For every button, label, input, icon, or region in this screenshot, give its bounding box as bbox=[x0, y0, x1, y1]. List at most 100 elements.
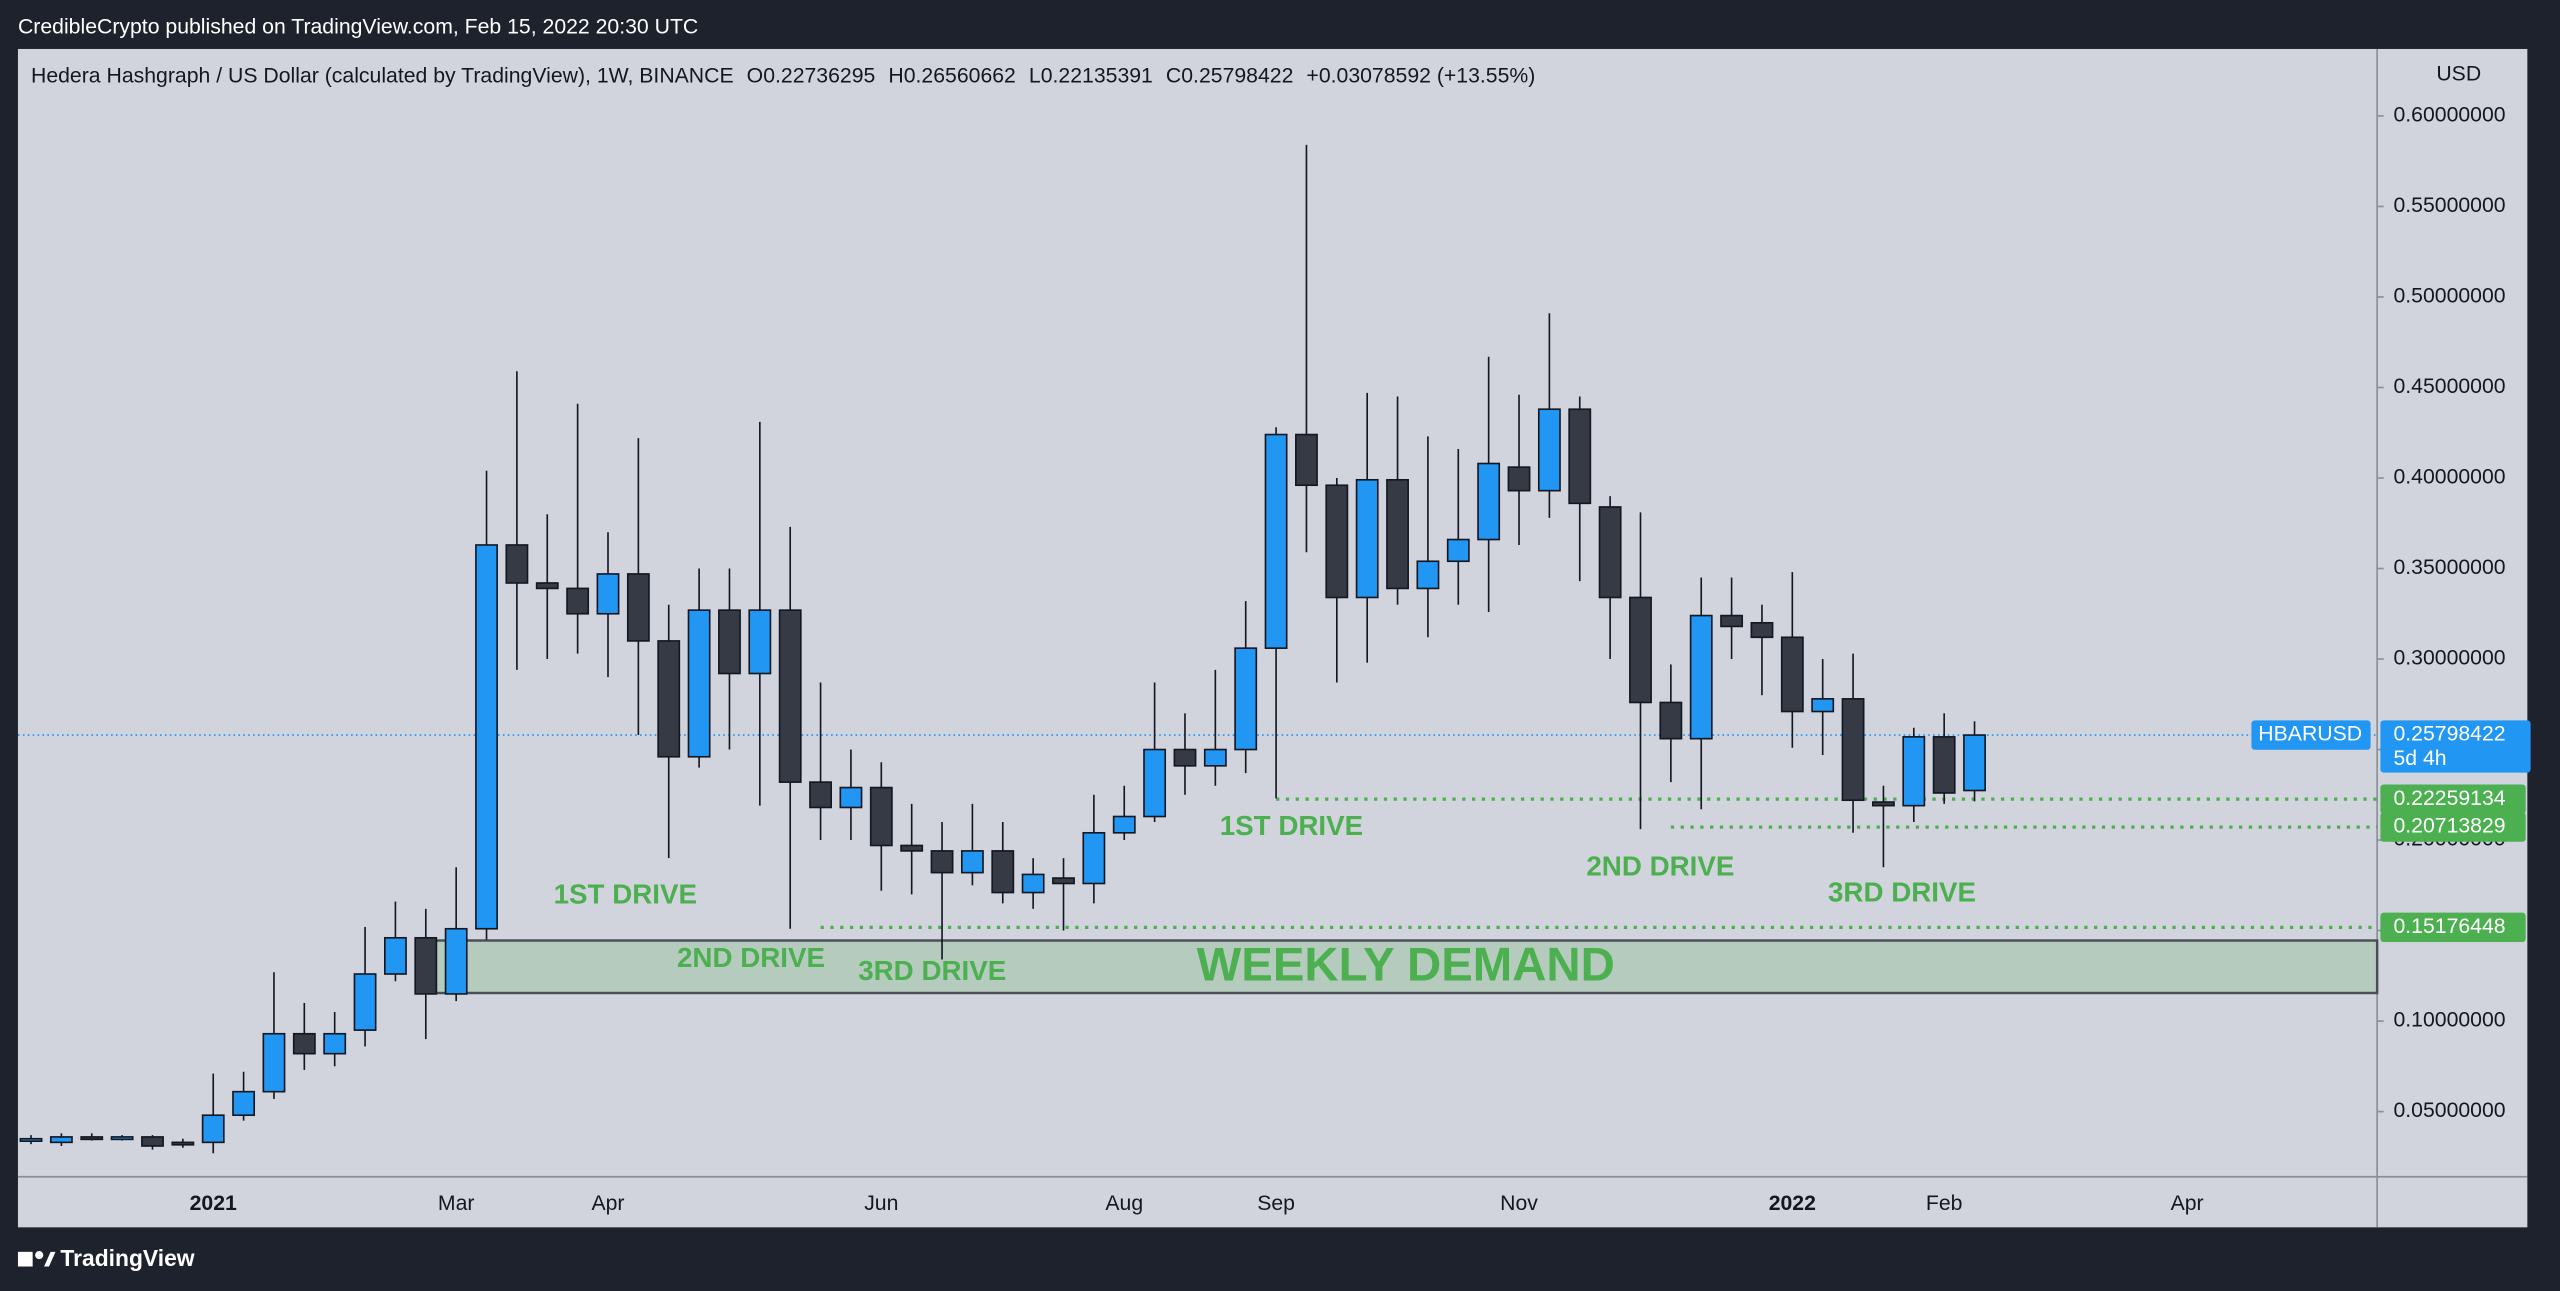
candle-body bbox=[809, 781, 833, 809]
annotation: 2ND DRIVE bbox=[677, 942, 825, 973]
x-tick-label: Mar bbox=[438, 1192, 475, 1215]
candle-body bbox=[1355, 478, 1379, 599]
candle-body bbox=[1203, 748, 1227, 767]
x-tick-label: Apr bbox=[2171, 1192, 2204, 1215]
candle-body bbox=[1386, 478, 1409, 590]
ohlc-value: 0.25798422 bbox=[1181, 64, 1293, 87]
candle-body bbox=[1325, 484, 1349, 599]
y-tick-label: 0.50000000 bbox=[2393, 285, 2505, 308]
ohlc-value: 0.22135391 bbox=[1041, 64, 1153, 87]
annotation: 3RD DRIVE bbox=[858, 955, 1006, 986]
symbol-legend: Hedera Hashgraph / US Dollar (calculated… bbox=[31, 64, 1535, 87]
annotation: 1ST DRIVE bbox=[554, 878, 697, 909]
candle-body bbox=[869, 786, 893, 847]
annotation: 3RD DRIVE bbox=[1828, 877, 1976, 908]
logo-mark bbox=[44, 1251, 56, 1267]
candle-body bbox=[292, 1032, 316, 1055]
candle-body bbox=[596, 573, 620, 615]
ohlc-key: L bbox=[1029, 64, 1041, 87]
annotation: 2ND DRIVE bbox=[1586, 851, 1734, 882]
ohlc-key: C bbox=[1166, 64, 1181, 87]
candle-body bbox=[626, 573, 650, 642]
candle-body bbox=[1021, 873, 1045, 894]
candle-body bbox=[778, 609, 802, 783]
candle-body bbox=[748, 609, 772, 675]
candle-body bbox=[475, 544, 498, 930]
candle-body bbox=[1780, 636, 1804, 713]
candle-body bbox=[80, 1136, 104, 1141]
candle-body bbox=[171, 1141, 195, 1146]
y-tick-label: 0.55000000 bbox=[2393, 194, 2505, 217]
x-tick-label: Sep bbox=[1257, 1192, 1295, 1215]
candle-body bbox=[201, 1114, 225, 1144]
candle-body bbox=[1446, 538, 1470, 563]
candle-body bbox=[535, 582, 559, 590]
candle-body bbox=[414, 936, 438, 995]
candle-body bbox=[991, 850, 1015, 894]
candle-body bbox=[1082, 831, 1106, 885]
level-badge bbox=[2380, 812, 2526, 842]
candle-body bbox=[1963, 734, 1986, 792]
level-label: 0.22259134 bbox=[2393, 787, 2505, 810]
published-line: CredibleCrypto published on TradingView.… bbox=[18, 15, 698, 38]
candle-body bbox=[1234, 647, 1258, 751]
candle-body bbox=[900, 844, 924, 852]
candle-body bbox=[1112, 815, 1136, 834]
demand-zone bbox=[426, 939, 2379, 995]
x-tick-label: Jun bbox=[864, 1192, 898, 1215]
candle-body bbox=[566, 587, 590, 615]
candle-body bbox=[960, 850, 984, 874]
candle-body bbox=[1052, 877, 1075, 885]
candle-body bbox=[383, 936, 407, 975]
y-tick-label: 0.45000000 bbox=[2393, 375, 2505, 398]
candle-body bbox=[657, 640, 681, 758]
candle-body bbox=[1902, 736, 1926, 807]
last-price-label: 0.25798422 bbox=[2393, 723, 2505, 746]
candle-body bbox=[323, 1032, 347, 1055]
logo-mark bbox=[17, 1251, 33, 1267]
candle-body bbox=[262, 1032, 286, 1093]
level-label: 0.15176448 bbox=[2393, 915, 2505, 938]
candle-body bbox=[1659, 701, 1683, 740]
ohlc-key: O bbox=[747, 64, 764, 87]
candle-body bbox=[110, 1136, 134, 1141]
x-tick-label: Apr bbox=[591, 1192, 624, 1215]
ohlc-key: H bbox=[888, 64, 903, 87]
y-tick-label: 0.10000000 bbox=[2393, 1009, 2505, 1032]
candle-body bbox=[1173, 748, 1197, 767]
candle-body bbox=[19, 1137, 43, 1143]
x-tick-label: 2021 bbox=[190, 1192, 237, 1215]
symbol-title: Hedera Hashgraph / US Dollar (calculated… bbox=[31, 64, 734, 87]
ohlc-value: 0.26560662 bbox=[904, 64, 1016, 87]
symbol-label: HBARUSD bbox=[2258, 723, 2362, 746]
candle-body bbox=[505, 544, 529, 584]
logo-mark bbox=[35, 1251, 44, 1260]
candle-body bbox=[839, 786, 863, 809]
candle-body bbox=[49, 1136, 73, 1144]
countdown-label: 5d 4h bbox=[2393, 747, 2446, 770]
brand: TradingView bbox=[60, 1245, 194, 1271]
candle-body bbox=[1416, 560, 1440, 590]
y-tick-label: 0.40000000 bbox=[2393, 466, 2505, 489]
candle-body bbox=[1507, 466, 1531, 492]
candle-body bbox=[353, 973, 377, 1031]
x-tick-label: 2022 bbox=[1769, 1192, 1816, 1215]
candle-body bbox=[1295, 433, 1318, 487]
candle-body bbox=[718, 609, 741, 675]
currency-label: USD bbox=[2436, 63, 2481, 86]
level-badge bbox=[2380, 784, 2526, 814]
level-badge bbox=[2380, 912, 2526, 943]
candle-body bbox=[1598, 506, 1622, 599]
candle-body bbox=[1537, 408, 1561, 492]
candle-body bbox=[1932, 736, 1956, 794]
candle-body bbox=[1264, 433, 1288, 649]
candle-body bbox=[1629, 596, 1652, 704]
level-label: 0.20713829 bbox=[2393, 815, 2505, 838]
candle-body bbox=[141, 1136, 164, 1147]
y-tick-label: 0.05000000 bbox=[2393, 1099, 2505, 1122]
candle-body bbox=[1720, 614, 1744, 628]
tv-logo bbox=[17, 1251, 56, 1267]
x-tick-label: Feb bbox=[1926, 1192, 1963, 1215]
